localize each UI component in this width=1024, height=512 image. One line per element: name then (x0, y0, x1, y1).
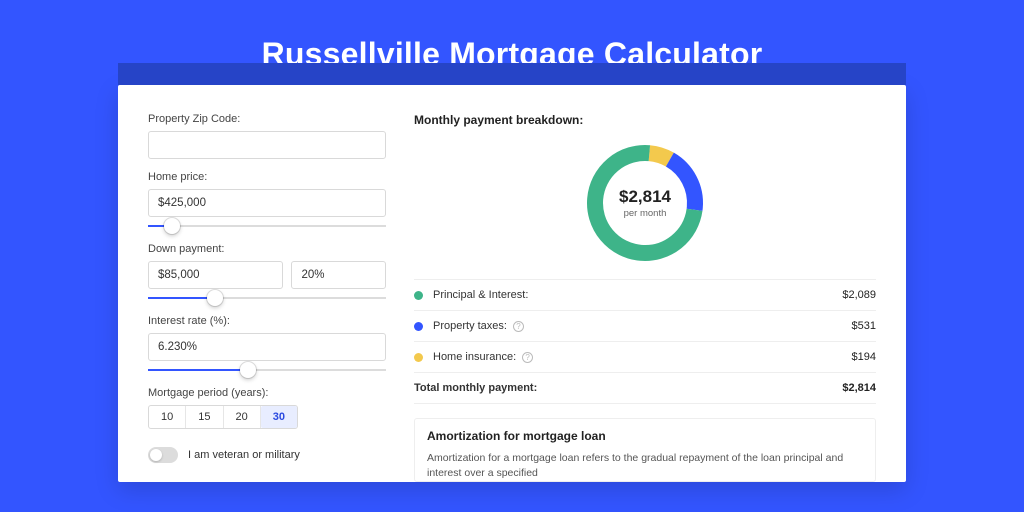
home-price-input[interactable] (148, 189, 386, 217)
donut-amount: $2,814 (619, 187, 671, 207)
veteran-toggle[interactable] (148, 447, 178, 463)
legend-total-amount: $2,814 (842, 382, 876, 394)
breakdown-heading: Monthly payment breakdown: (414, 113, 876, 127)
legend-total-label: Total monthly payment: (414, 382, 537, 394)
down-payment-pct-input[interactable] (291, 261, 386, 289)
legend-amount: $531 (852, 320, 876, 332)
period-option-20[interactable]: 20 (224, 406, 261, 428)
home-price-slider[interactable] (148, 221, 386, 231)
interest-rate-input[interactable] (148, 333, 386, 361)
legend-label: Home insurance: (433, 351, 516, 363)
amortization-text: Amortization for a mortgage loan refers … (427, 451, 863, 481)
info-icon[interactable]: ? (522, 352, 533, 363)
down-payment-slider[interactable] (148, 293, 386, 303)
period-label: Mortgage period (years): (148, 387, 386, 399)
period-option-15[interactable]: 15 (186, 406, 223, 428)
amortization-title: Amortization for mortgage loan (427, 429, 863, 443)
legend-label: Property taxes: (433, 320, 507, 332)
interest-rate-slider[interactable] (148, 365, 386, 375)
zip-input[interactable] (148, 131, 386, 159)
amortization-card: Amortization for mortgage loan Amortizat… (414, 418, 876, 482)
legend-dot-icon (414, 291, 423, 300)
veteran-label: I am veteran or military (188, 449, 300, 461)
donut-sublabel: per month (624, 208, 667, 219)
payment-donut-chart: $2,814 per month (584, 142, 706, 264)
legend-dot-icon (414, 353, 423, 362)
legend-amount: $2,089 (842, 289, 876, 301)
period-options: 10152030 (148, 405, 298, 429)
down-payment-label: Down payment: (148, 243, 386, 255)
period-option-30[interactable]: 30 (261, 406, 297, 428)
breakdown-column: Monthly payment breakdown: $2,814 per mo… (414, 113, 876, 482)
legend-row: Principal & Interest: $2,089 (414, 280, 876, 311)
info-icon[interactable]: ? (513, 321, 524, 332)
home-price-label: Home price: (148, 171, 386, 183)
down-payment-amount-input[interactable] (148, 261, 283, 289)
legend-label: Principal & Interest: (433, 289, 528, 301)
legend-row: Home insurance:? $194 (414, 342, 876, 373)
interest-rate-label: Interest rate (%): (148, 315, 386, 327)
inputs-column: Property Zip Code: Home price: Down paym… (148, 113, 386, 482)
calculator-card: Property Zip Code: Home price: Down paym… (118, 85, 906, 482)
zip-label: Property Zip Code: (148, 113, 386, 125)
period-option-10[interactable]: 10 (149, 406, 186, 428)
legend-total-row: Total monthly payment: $2,814 (414, 373, 876, 404)
legend-amount: $194 (852, 351, 876, 363)
legend-row: Property taxes:? $531 (414, 311, 876, 342)
legend-dot-icon (414, 322, 423, 331)
breakdown-legend: Principal & Interest: $2,089 Property taxe… (414, 279, 876, 404)
